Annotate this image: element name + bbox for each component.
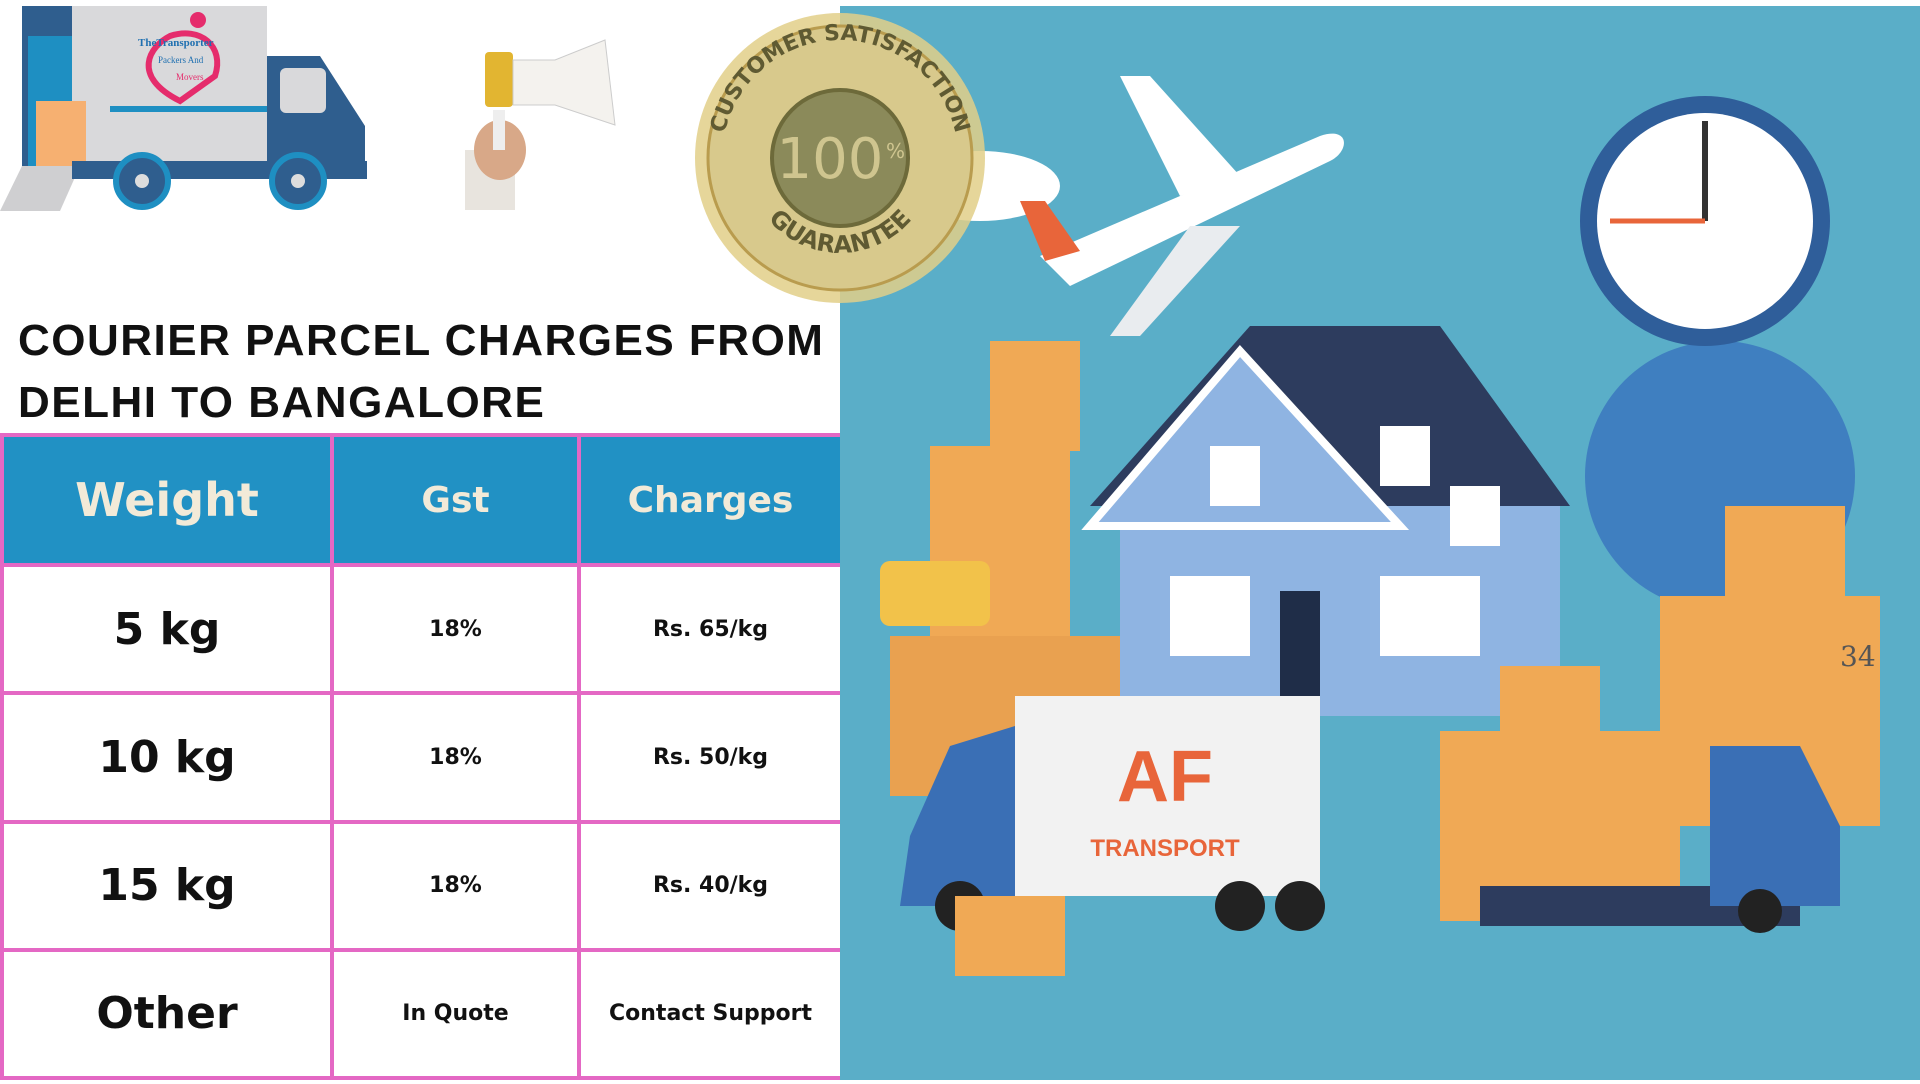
table-header-row: Weight Gst Charges [0,433,844,567]
moving-truck-logo-image: TheTransporter Packers And Movers [0,6,367,211]
weight-cell: Other [0,947,334,1081]
box-icon [1725,506,1845,596]
charges-cell: Rs. 40/kg [577,819,844,952]
header-gst: Gst [330,433,581,567]
charges-cell: Rs. 50/kg [577,691,844,824]
truck-brand: AF [1117,737,1213,817]
pickup-truck-icon [1480,746,1840,933]
cart-box-icon [955,896,1065,976]
charges-cell: Contact Support [577,947,844,1081]
gst-cell: In Quote [330,947,581,1081]
seal-percent: % [886,139,905,163]
satisfaction-guarantee-seal: CUSTOMER SATISFACTION GUARANTEE 100 % [695,13,985,303]
weight-cell: 5 kg [0,562,334,696]
gst-cell: 18% [330,562,581,696]
charges-table: Weight Gst Charges 5 kg 18% Rs. 65/kg 10… [0,433,844,1081]
clock-icon [1580,96,1830,346]
logistics-illustration: 34 AF TRANSPORT [840,6,1920,1080]
box-icon [990,341,1080,451]
table-row: Other In Quote Contact Support [0,947,844,1081]
gst-cell: 18% [330,691,581,824]
airplane-icon [1020,76,1344,336]
house-icon [1081,326,1570,716]
gst-cell: 18% [330,819,581,952]
table-row: 10 kg 18% Rs. 50/kg [0,691,844,824]
van-icon [880,561,990,626]
illustration-svg: 34 AF TRANSPORT [880,76,1880,976]
weight-cell: 10 kg [0,691,334,824]
page-title: COURIER PARCEL CHARGES FROM DELHI TO BAN… [18,316,825,427]
table-row: 15 kg 18% Rs. 40/kg [0,819,844,952]
logo-text: Movers [176,72,204,82]
box-number: 34 [1840,640,1876,673]
af-transport-truck: AF TRANSPORT [900,696,1325,931]
header-weight: Weight [0,433,334,567]
truck-brand-sub: TRANSPORT [1090,835,1240,862]
logo-text: TheTransporter [138,37,214,49]
box-icon [1500,666,1600,736]
table-row: 5 kg 18% Rs. 65/kg [0,562,844,696]
weight-cell: 15 kg [0,819,334,952]
megaphone-image [465,39,616,210]
header-charges: Charges [577,433,844,567]
charges-cell: Rs. 65/kg [577,562,844,696]
logo-text: Packers And [158,55,204,65]
left-panel: TheTransporter Packers And Movers CUSTOM… [0,0,985,1081]
seal-number: 100 [777,127,884,192]
